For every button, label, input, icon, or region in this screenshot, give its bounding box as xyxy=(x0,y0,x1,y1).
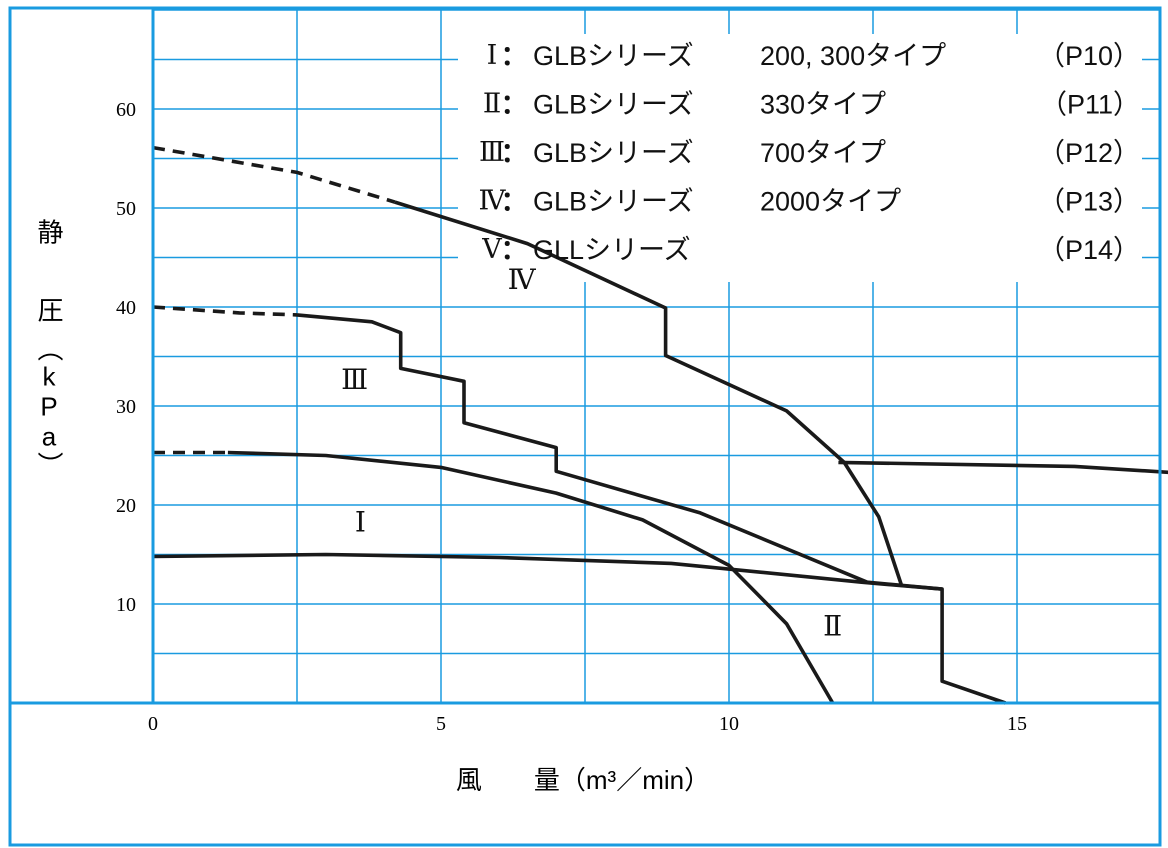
y-tick-label: 10 xyxy=(116,594,136,616)
series-label: Ⅱ xyxy=(823,612,842,643)
x-axis-label: 風 量（m³／min） xyxy=(456,765,710,795)
curve-layer xyxy=(152,145,1168,705)
legend xyxy=(458,34,1142,282)
legend-model: 700タイプ xyxy=(760,138,886,168)
legend-series: GLBシリーズ xyxy=(533,187,694,217)
legend-page: （P11） xyxy=(1040,90,1140,120)
legend-separator: ： xyxy=(501,41,528,71)
series-line xyxy=(838,460,1168,475)
series-line xyxy=(152,552,1007,705)
legend-series: GLLシリーズ xyxy=(533,235,691,265)
y-tick-label: 30 xyxy=(116,396,136,418)
legend-separator: ： xyxy=(501,235,528,265)
chart-frame xyxy=(8,6,1162,847)
legend-roman: Ⅳ xyxy=(479,186,507,216)
legend-page: （P12） xyxy=(1038,138,1140,168)
legend-model: 330タイプ xyxy=(760,90,886,120)
legend-model: 2000タイプ xyxy=(760,187,901,217)
legend-row: Ⅲ： GLBシリーズ 700タイプ （P12） xyxy=(479,137,1140,168)
legend-separator: ： xyxy=(501,187,528,217)
y-tick-label: 20 xyxy=(116,495,136,517)
series-Ⅲ-extrapolated-line xyxy=(152,305,298,317)
series-label: Ⅳ xyxy=(508,265,537,296)
legend-page: （P13） xyxy=(1038,187,1140,217)
y-tick-label: 60 xyxy=(116,99,136,121)
x-tick-label: 15 xyxy=(1007,713,1027,735)
legend-series: GLBシリーズ xyxy=(533,41,694,71)
legend-separator: ： xyxy=(501,138,528,168)
legend-page: （P14） xyxy=(1038,235,1140,265)
series-label: Ⅲ xyxy=(341,365,368,396)
x-tick-label: 5 xyxy=(436,713,446,735)
legend-row: Ⅳ： GLBシリーズ 2000タイプ （P13） xyxy=(479,186,1140,217)
outer-border xyxy=(8,6,1162,847)
series-line xyxy=(394,200,904,587)
y-tick-label: 40 xyxy=(116,297,136,319)
legend-row: Ⅴ： GLLシリーズ （P14） xyxy=(481,234,1140,265)
y-tick-label: 50 xyxy=(116,198,136,220)
series-label: Ⅰ xyxy=(355,508,366,539)
legend-roman: Ⅱ xyxy=(483,89,501,119)
y-axis-label: 静 圧 （kPa） xyxy=(34,218,64,477)
legend-row: Ⅱ： GLBシリーズ 330タイプ （P11） xyxy=(483,89,1140,120)
series-line xyxy=(296,313,943,591)
legend-series: GLBシリーズ xyxy=(533,90,694,120)
legend-series: GLBシリーズ xyxy=(533,138,694,168)
legend-roman: Ⅲ xyxy=(479,137,505,167)
legend-page: （P10） xyxy=(1038,41,1140,71)
x-tick-label: 0 xyxy=(148,713,158,735)
legend-model: 200, 300タイプ xyxy=(760,41,946,71)
series-Ⅳ-extrapolated-line xyxy=(152,145,396,204)
legend-row: Ⅰ： GLBシリーズ 200, 300タイプ （P10） xyxy=(487,40,1140,71)
legend-rows: Ⅰ： GLBシリーズ 200, 300タイプ （P10）Ⅱ： GLBシリーズ 330タイプ… xyxy=(479,40,1140,265)
x-tick-label: 10 xyxy=(719,713,739,735)
tick-labels: 051015202530102030405060 xyxy=(116,99,1027,735)
legend-roman: Ⅰ xyxy=(487,40,498,70)
legend-background xyxy=(458,34,1142,282)
series-line xyxy=(227,450,835,704)
legend-roman: Ⅴ xyxy=(481,234,502,264)
series-labels: ⅠⅡⅢⅣⅤ xyxy=(341,265,842,643)
legend-separator: ： xyxy=(501,90,528,120)
